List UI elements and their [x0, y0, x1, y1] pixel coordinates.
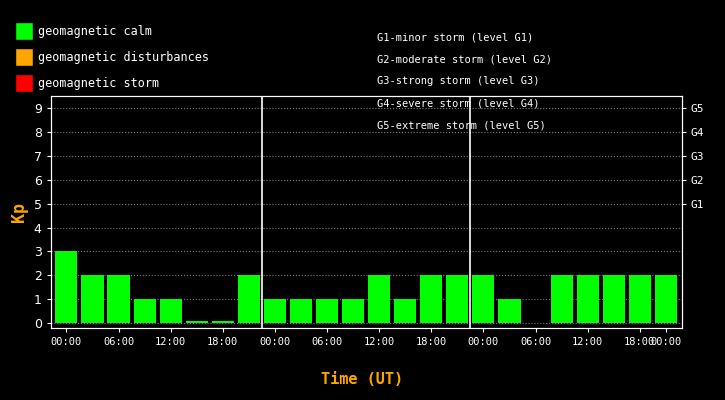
Bar: [342, 299, 364, 323]
Bar: [212, 321, 234, 323]
Bar: [447, 275, 468, 323]
Bar: [290, 299, 312, 323]
Text: geomagnetic storm: geomagnetic storm: [38, 77, 159, 90]
Text: geomagnetic disturbances: geomagnetic disturbances: [38, 51, 209, 64]
Text: G2-moderate storm (level G2): G2-moderate storm (level G2): [377, 54, 552, 64]
Text: G4-severe storm (level G4): G4-severe storm (level G4): [377, 98, 539, 108]
Text: G1-minor storm (level G1): G1-minor storm (level G1): [377, 32, 534, 42]
Bar: [55, 252, 78, 323]
Bar: [368, 275, 390, 323]
Bar: [160, 299, 182, 323]
Bar: [316, 299, 338, 323]
Bar: [133, 299, 156, 323]
Text: G5-extreme storm (level G5): G5-extreme storm (level G5): [377, 120, 546, 130]
Bar: [238, 275, 260, 323]
Text: Time (UT): Time (UT): [321, 372, 404, 387]
Bar: [498, 299, 521, 323]
Bar: [107, 275, 130, 323]
Bar: [655, 275, 677, 323]
Bar: [472, 275, 494, 323]
Bar: [394, 299, 416, 323]
Bar: [629, 275, 651, 323]
Bar: [602, 275, 625, 323]
Y-axis label: Kp: Kp: [10, 202, 28, 222]
Bar: [420, 275, 442, 323]
Text: G3-strong storm (level G3): G3-strong storm (level G3): [377, 76, 539, 86]
Bar: [264, 299, 286, 323]
Bar: [186, 321, 208, 323]
Bar: [576, 275, 599, 323]
Bar: [550, 275, 573, 323]
Bar: [81, 275, 104, 323]
Text: geomagnetic calm: geomagnetic calm: [38, 25, 152, 38]
